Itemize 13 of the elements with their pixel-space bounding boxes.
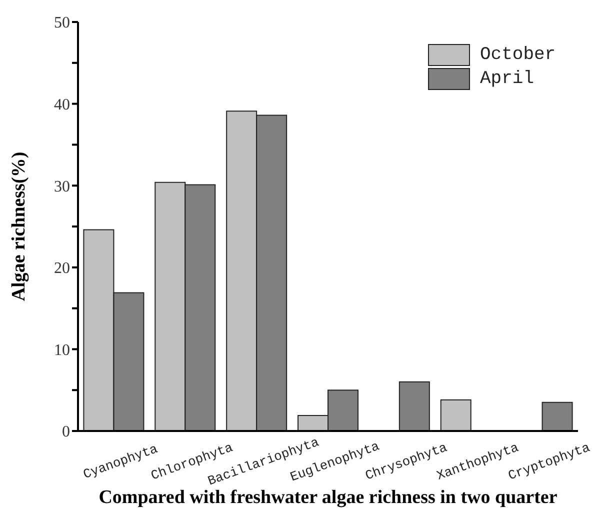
y-tick-label: 40	[54, 96, 70, 114]
y-tick-label: 10	[54, 342, 70, 359]
y-tick-label: 0	[62, 424, 70, 441]
bar	[542, 402, 573, 431]
legend-label: October	[480, 45, 556, 65]
bar	[398, 381, 430, 431]
x-axis-title: Compared with freshwater algae richness in two quarter	[98, 487, 558, 508]
y-tick-label: 50	[54, 14, 70, 32]
y-tick-label: 20	[54, 260, 70, 278]
legend-label: April	[480, 69, 534, 89]
y-tick-label: 30	[54, 178, 70, 196]
y-axis-title: Algae richness(%)	[8, 152, 30, 302]
bar	[440, 399, 472, 431]
